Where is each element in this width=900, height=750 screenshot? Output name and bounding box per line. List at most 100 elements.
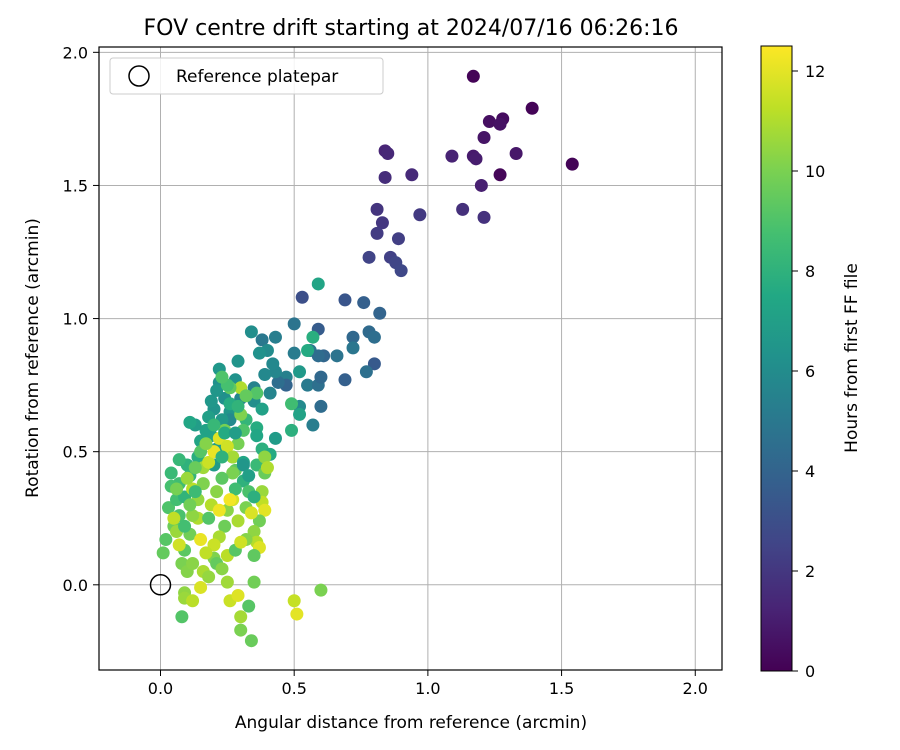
colorbar-tick-label: 2 <box>805 562 815 581</box>
data-point <box>202 511 216 525</box>
data-point <box>242 599 256 613</box>
data-point <box>247 525 261 539</box>
data-point <box>239 389 253 403</box>
data-point <box>188 461 202 475</box>
data-point <box>330 349 344 363</box>
colorbar-tick-label: 8 <box>805 262 815 281</box>
data-point <box>466 69 480 83</box>
colorbar: 0 2 4 6 8 10 12 Hours from first FF file <box>760 45 862 681</box>
colorbar-label: Hours from first FF file <box>842 263 862 453</box>
x-axis-ticks: 0.0 0.5 1.0 1.5 2.0 <box>148 670 708 698</box>
data-point <box>456 202 470 216</box>
data-point <box>202 570 216 584</box>
data-point <box>252 346 266 360</box>
x-tick-label: 0.0 <box>148 679 173 698</box>
data-point <box>186 594 200 608</box>
data-point <box>199 546 213 560</box>
data-point <box>295 290 309 304</box>
data-point <box>231 588 245 602</box>
data-point <box>247 575 261 589</box>
data-point <box>250 458 264 472</box>
y-tick-label: 0.5 <box>63 443 88 462</box>
data-point <box>314 399 328 413</box>
data-point <box>301 378 315 392</box>
data-point <box>258 367 272 381</box>
data-point <box>234 610 248 624</box>
data-point <box>215 562 229 576</box>
data-point <box>565 157 579 171</box>
data-point <box>244 634 258 648</box>
chart-title: FOV centre drift starting at 2024/07/16 … <box>144 16 679 41</box>
y-axis-label: Rotation from reference (arcmin) <box>23 218 43 498</box>
data-point <box>493 168 507 182</box>
colorbar-tick-label: 12 <box>805 62 825 81</box>
data-point <box>231 354 245 368</box>
data-point <box>215 370 229 384</box>
reference-platepar-marker <box>149 574 172 596</box>
data-point <box>207 538 221 552</box>
data-point <box>266 357 280 371</box>
legend-label: Reference platepar <box>176 67 338 87</box>
data-point <box>250 386 264 400</box>
data-point <box>220 575 234 589</box>
data-point <box>525 101 539 115</box>
data-point <box>183 415 197 429</box>
data-point <box>226 450 240 464</box>
data-point <box>228 482 242 496</box>
data-point <box>413 208 427 222</box>
data-point <box>378 170 392 184</box>
data-point <box>367 357 381 371</box>
data-point <box>207 418 221 432</box>
data-point <box>204 394 218 408</box>
data-point <box>469 152 483 166</box>
data-point <box>220 439 234 453</box>
y-tick-label: 0.0 <box>63 576 88 595</box>
data-point <box>175 610 189 624</box>
data-point <box>255 333 269 347</box>
data-point <box>170 482 184 496</box>
data-point <box>212 503 226 517</box>
data-point <box>164 466 178 480</box>
data-point <box>244 506 258 520</box>
data-point <box>293 407 307 421</box>
data-point <box>172 538 186 552</box>
data-point <box>199 437 213 451</box>
data-point <box>183 498 197 512</box>
colorbar-tick-label: 4 <box>805 462 815 481</box>
y-tick-label: 1.5 <box>63 176 88 195</box>
data-point <box>314 583 328 597</box>
x-axis-label: Angular distance from reference (arcmin) <box>235 713 587 733</box>
data-point <box>509 146 523 160</box>
data-point <box>338 373 352 387</box>
data-point <box>234 623 248 637</box>
data-point <box>258 450 272 464</box>
data-points <box>156 69 579 648</box>
data-point <box>391 232 405 246</box>
data-point <box>231 514 245 528</box>
data-point <box>290 607 304 621</box>
data-point <box>293 365 307 379</box>
data-point <box>167 511 181 525</box>
grid-lines <box>99 47 722 670</box>
data-point <box>172 453 186 467</box>
y-tick-label: 2.0 <box>63 43 88 62</box>
data-point <box>306 330 320 344</box>
legend-box <box>109 57 384 95</box>
data-point <box>210 383 224 397</box>
data-point <box>373 306 387 320</box>
data-point <box>258 503 272 517</box>
data-point <box>362 250 376 264</box>
data-point <box>268 431 282 445</box>
data-point <box>474 178 488 192</box>
data-point <box>234 535 248 549</box>
data-point <box>236 458 250 472</box>
data-point <box>445 149 459 163</box>
data-point <box>215 450 229 464</box>
data-point <box>357 296 371 310</box>
data-point <box>247 490 261 504</box>
y-axis-ticks: 0.0 0.5 1.0 1.5 2.0 <box>63 43 99 595</box>
data-point <box>242 469 256 483</box>
data-point <box>260 461 274 475</box>
x-tick-label: 1.0 <box>415 679 440 698</box>
